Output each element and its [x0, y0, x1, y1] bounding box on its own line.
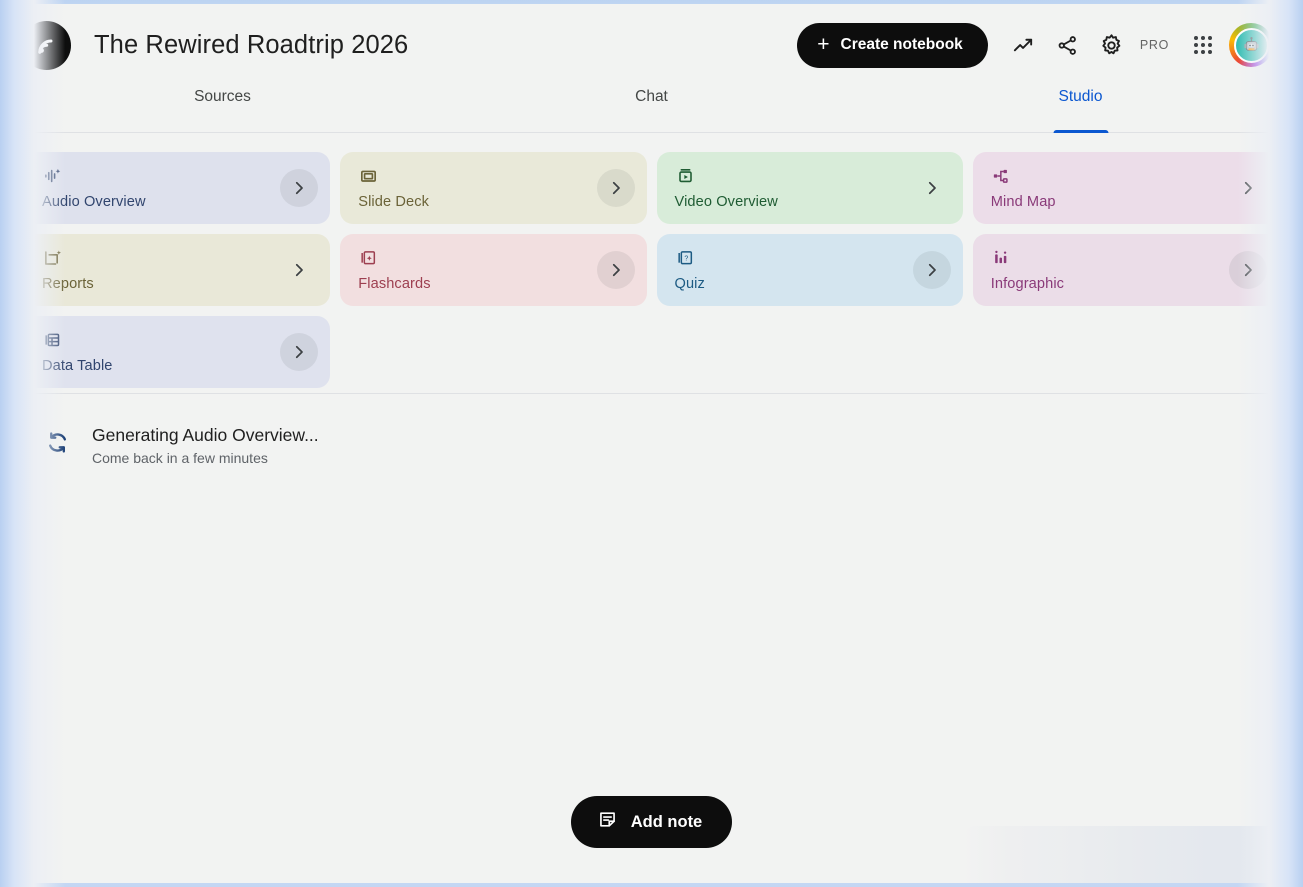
- apps-grid-icon[interactable]: [1181, 23, 1225, 67]
- tab-studio[interactable]: Studio: [866, 86, 1295, 132]
- tab-sources[interactable]: Sources: [8, 86, 437, 132]
- bar-chart-icon: [991, 248, 1265, 268]
- gear-icon[interactable]: [1090, 23, 1134, 67]
- add-note-button[interactable]: Add note: [570, 796, 733, 848]
- notebooklm-app: The Rewired Roadtrip 2026 + Create noteb…: [8, 4, 1295, 883]
- tab-chat-label: Chat: [635, 88, 668, 105]
- flashcards-icon: [358, 248, 632, 268]
- page-title: The Rewired Roadtrip 2026: [94, 30, 409, 59]
- pro-badge: PRO: [1139, 38, 1169, 52]
- chevron-right-icon[interactable]: [280, 169, 319, 207]
- status-subtitle: Come back in a few minutes: [92, 449, 268, 466]
- refresh-loading-icon: [44, 429, 71, 461]
- share-icon[interactable]: [1046, 23, 1090, 67]
- add-note-area: Add note: [8, 796, 1295, 848]
- studio-card-infographic[interactable]: Infographic: [972, 234, 1279, 306]
- studio-card-video-overview[interactable]: Video Overview: [656, 152, 963, 224]
- studio-card-label: Infographic: [990, 276, 1065, 292]
- chevron-right-icon[interactable]: [1229, 169, 1267, 207]
- status-title: Generating Audio Overview...: [92, 425, 319, 445]
- studio-card-label: Quiz: [674, 276, 705, 292]
- loading-skeleton-block: [963, 826, 1295, 883]
- studio-card-label: Flashcards: [358, 276, 431, 292]
- mind-map-nodes-icon: [991, 166, 1265, 186]
- chevron-right-icon[interactable]: [912, 251, 951, 289]
- tab-studio-label: Studio: [1058, 88, 1103, 105]
- chevron-right-icon[interactable]: [596, 251, 635, 289]
- svg-text:?: ?: [684, 255, 688, 262]
- app-header: The Rewired Roadtrip 2026 + Create noteb…: [8, 4, 1295, 86]
- audio-waveform-sparkle-icon: [42, 166, 316, 186]
- note-icon: [597, 809, 618, 835]
- studio-card-flashcards[interactable]: Flashcards: [340, 234, 647, 306]
- report-sparkle-icon: [42, 248, 316, 268]
- add-note-label: Add note: [630, 812, 703, 831]
- studio-card-label: Audio Overview: [42, 194, 146, 210]
- trending-up-icon[interactable]: [1002, 23, 1046, 67]
- studio-card-slide-deck[interactable]: Slide Deck: [340, 152, 647, 224]
- chevron-right-icon[interactable]: [913, 169, 951, 207]
- studio-card-label: Data Table: [42, 358, 113, 374]
- notebooklm-logo-icon[interactable]: [22, 20, 71, 70]
- chevron-right-icon[interactable]: [280, 333, 319, 371]
- tab-chat[interactable]: Chat: [437, 86, 866, 132]
- create-notebook-label: Create notebook: [840, 36, 963, 53]
- studio-card-label: Video Overview: [674, 194, 778, 210]
- robot-avatar-icon[interactable]: [1229, 23, 1273, 67]
- studio-card-mind-map[interactable]: Mind Map: [972, 152, 1279, 224]
- studio-card-reports[interactable]: Reports: [24, 234, 331, 306]
- studio-card-label: Slide Deck: [358, 194, 430, 210]
- chevron-right-icon[interactable]: [1229, 251, 1267, 289]
- studio-card-quiz[interactable]: ? Quiz: [656, 234, 963, 306]
- studio-card-data-table[interactable]: Data Table: [24, 316, 331, 388]
- chevron-right-icon[interactable]: [280, 251, 318, 289]
- video-play-icon: [675, 166, 949, 186]
- studio-card-label: Reports: [42, 276, 94, 292]
- quiz-question-icon: ?: [675, 248, 949, 268]
- studio-card-grid: Audio Overview Slide Deck: [8, 133, 1295, 394]
- generating-status-text: Generating Audio Overview... Come back i…: [92, 424, 319, 466]
- chevron-right-icon[interactable]: [596, 169, 635, 207]
- slide-frame-icon: [358, 166, 632, 186]
- plus-icon: +: [817, 32, 830, 56]
- main-tabs: Sources Chat Studio: [8, 86, 1295, 133]
- header-actions: + Create notebook: [797, 22, 1273, 68]
- studio-card-label: Mind Map: [990, 194, 1056, 210]
- tab-sources-label: Sources: [194, 88, 251, 105]
- generating-status-row: Generating Audio Overview... Come back i…: [8, 394, 1295, 466]
- brand-area: The Rewired Roadtrip 2026: [22, 20, 797, 70]
- studio-output-area: Generating Audio Overview... Come back i…: [8, 394, 1295, 883]
- create-notebook-button[interactable]: + Create notebook: [797, 22, 988, 68]
- studio-card-audio-overview[interactable]: Audio Overview: [24, 152, 331, 224]
- data-table-icon: [42, 330, 316, 350]
